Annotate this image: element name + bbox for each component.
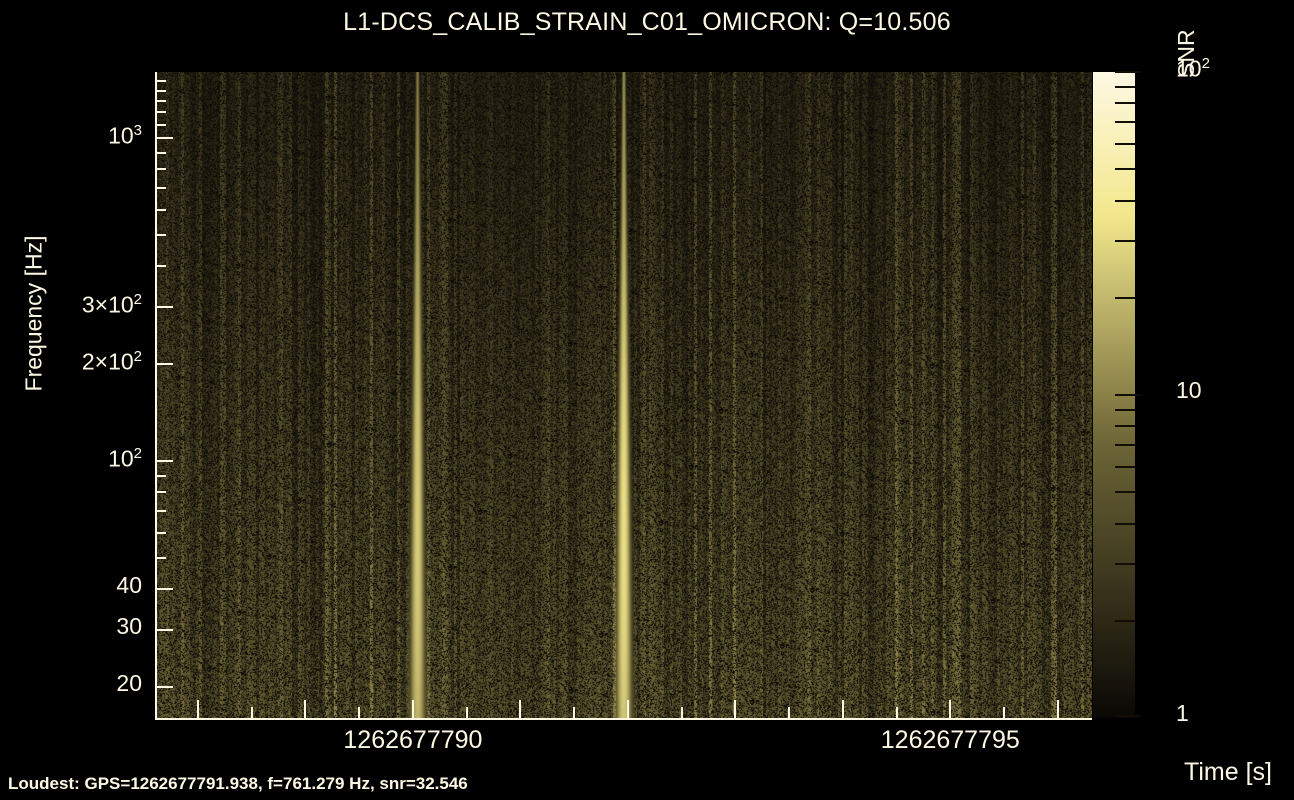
- x-axis-minor-tick: [573, 707, 576, 718]
- x-axis-minor-tick: [680, 707, 683, 718]
- x-axis-major-tick: [519, 700, 522, 718]
- y-axis-tick-label: 102: [108, 444, 142, 472]
- y-axis-minor-tick: [155, 491, 166, 494]
- colorbar-minor-tick: [1115, 522, 1135, 525]
- y-axis-tick-label: 20: [116, 669, 142, 696]
- y-axis-minor-tick: [155, 168, 166, 171]
- colorbar-minor-tick: [1115, 199, 1135, 202]
- y-axis-minor-tick: [155, 474, 166, 477]
- colorbar-minor-tick: [1115, 142, 1135, 145]
- colorbar-tick-label: 1: [1176, 700, 1189, 726]
- colorbar-minor-tick: [1115, 121, 1135, 124]
- y-axis-tick-label: 3×102: [81, 290, 142, 318]
- y-axis-major-tick: [155, 459, 173, 462]
- x-axis-major-tick: [841, 700, 844, 718]
- y-axis-title: Frequency [Hz]: [20, 235, 47, 392]
- y-axis-minor-tick: [155, 100, 166, 103]
- colorbar-minor-tick: [1115, 619, 1135, 622]
- x-axis-major-tick: [1056, 700, 1059, 718]
- y-axis-major-tick: [155, 362, 173, 365]
- colorbar-minor-tick: [1115, 239, 1135, 242]
- colorbar-minor-tick: [1115, 102, 1135, 105]
- x-axis-minor-tick: [788, 707, 791, 718]
- colorbar-minor-tick: [1115, 425, 1135, 428]
- y-axis-major-tick: [155, 136, 173, 139]
- colorbar-minor-tick: [1115, 85, 1135, 88]
- y-axis-tick-label: 2×102: [81, 347, 142, 375]
- y-axis-minor-tick: [155, 123, 166, 126]
- x-axis-title: Time [s]: [1184, 758, 1272, 786]
- spectrogram-image: [157, 72, 1092, 718]
- x-axis-minor-tick: [465, 707, 468, 718]
- x-axis-minor-tick: [895, 707, 898, 718]
- x-axis-major-tick: [949, 700, 952, 718]
- colorbar-minor-tick: [1115, 491, 1135, 494]
- y-axis-minor-tick: [155, 531, 166, 534]
- y-axis-minor-tick: [155, 234, 166, 237]
- x-axis-major-tick: [626, 700, 629, 718]
- x-axis-minor-tick: [1003, 707, 1006, 718]
- x-axis-major-tick: [734, 700, 737, 718]
- spectrogram-plot-area[interactable]: [155, 72, 1092, 720]
- colorbar-major-tick: [1115, 71, 1141, 73]
- y-axis-minor-tick: [155, 509, 166, 512]
- y-axis-tick-label: 40: [116, 572, 142, 599]
- x-axis-major-tick: [411, 700, 414, 718]
- colorbar-minor-tick: [1115, 562, 1135, 565]
- colorbar[interactable]: [1093, 71, 1141, 718]
- loudest-event-caption: Loudest: GPS=1262677791.938, f=761.279 H…: [8, 774, 468, 793]
- y-axis-minor-tick: [155, 111, 166, 114]
- y-axis-major-tick: [155, 305, 173, 308]
- colorbar-major-tick: [1115, 715, 1141, 717]
- y-axis-major-tick: [155, 628, 173, 631]
- x-axis-minor-tick: [358, 707, 361, 718]
- colorbar-minor-tick: [1115, 168, 1135, 171]
- colorbar-title: SNR: [1173, 29, 1199, 78]
- x-axis-tick-label: 1262677790: [343, 726, 483, 754]
- x-axis-minor-tick: [250, 707, 253, 718]
- x-axis-major-tick: [196, 700, 199, 718]
- y-axis-minor-tick: [155, 80, 166, 83]
- colorbar-minor-tick: [1115, 408, 1135, 411]
- y-axis-minor-tick: [155, 557, 166, 560]
- y-axis-minor-tick: [155, 151, 166, 154]
- colorbar-major-tick: [1115, 394, 1141, 396]
- colorbar-tick-label: 10: [1176, 377, 1202, 403]
- colorbar-tick-label: 102: [1176, 55, 1210, 82]
- y-axis-minor-tick: [155, 186, 166, 189]
- x-axis-major-tick: [304, 700, 307, 718]
- y-axis-minor-tick: [155, 208, 166, 211]
- y-axis-tick-label: 103: [108, 121, 142, 149]
- x-axis-tick-label: 1262677795: [880, 726, 1020, 754]
- y-axis-minor-tick: [155, 265, 166, 268]
- y-axis-tick-label: 30: [116, 612, 142, 639]
- y-axis-major-tick: [155, 685, 173, 688]
- colorbar-minor-tick: [1115, 465, 1135, 468]
- y-axis-major-tick: [155, 588, 173, 591]
- page-title: L1-DCS_CALIB_STRAIN_C01_OMICRON: Q=10.50…: [343, 8, 951, 36]
- y-axis-minor-tick: [155, 89, 166, 92]
- colorbar-minor-tick: [1115, 444, 1135, 447]
- colorbar-minor-tick: [1115, 296, 1135, 299]
